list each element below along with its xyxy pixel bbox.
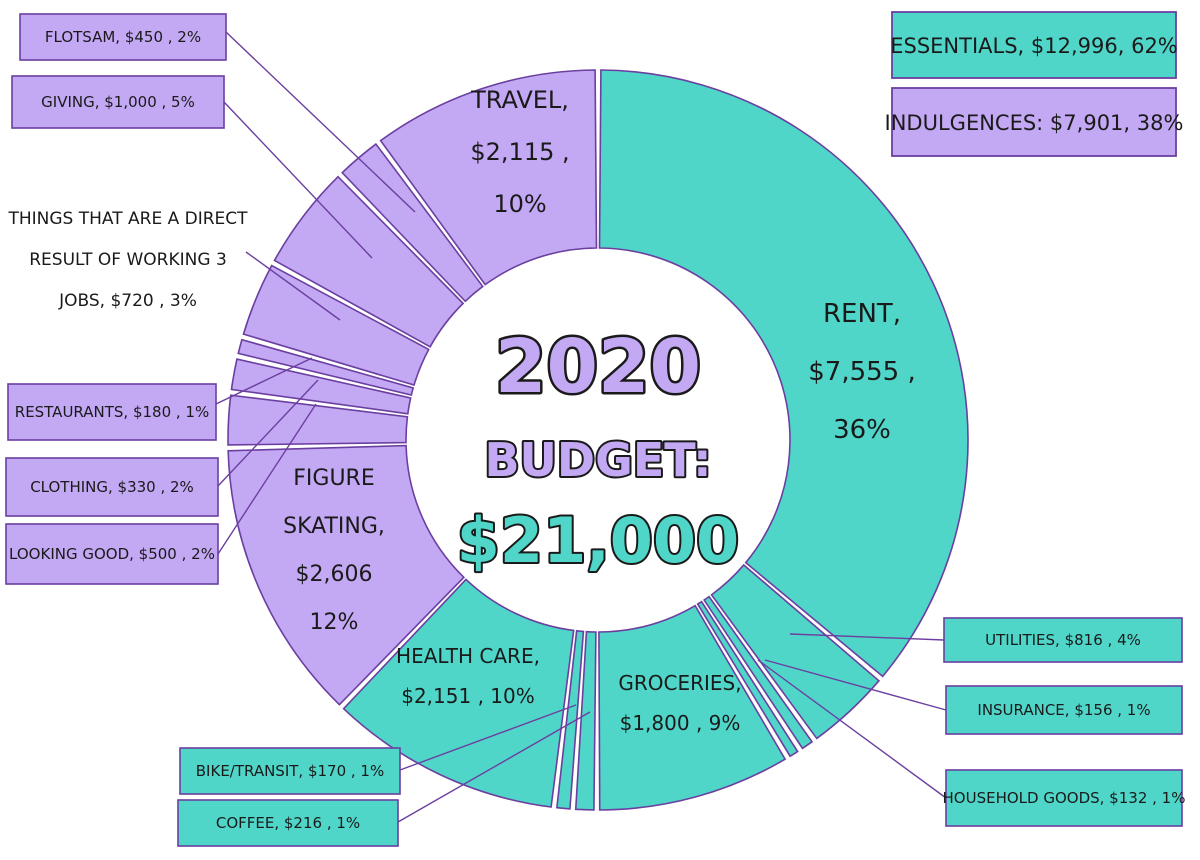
slice-label-groceries: GROCERIES, $1,800 , 9% <box>618 671 741 735</box>
summary-box-essentials <box>891 11 1177 79</box>
center-title: 2020 BUDGET: $21,000 <box>455 322 741 580</box>
leader-line-clothing <box>217 379 319 487</box>
summary-text-indulgences: INDULGENCES: $7,901, 38% <box>885 111 1184 135</box>
slice-label-figure-skating: FIGURE SKATING, $2,606 12% <box>283 466 385 635</box>
center-title-amount: $21,000 <box>457 504 739 577</box>
label-text-looking-good: LOOKING GOOD, $500 , 2% <box>9 545 215 563</box>
label-text-household-goods: HOUSEHOLD GOODS, $132 , 1% <box>943 789 1186 807</box>
label-text-bike-transit: BIKE/TRANSIT, $170 , 1% <box>196 762 384 780</box>
label-text-giving: GIVING, $1,000 , 5% <box>41 93 195 111</box>
leader-line-insurance <box>764 659 947 711</box>
center-title-budget: BUDGET: <box>484 433 711 487</box>
slice-bike-transit <box>555 629 585 810</box>
label-box-giving <box>11 75 225 129</box>
label-box-restaurants <box>7 383 217 441</box>
slice-restaurants <box>237 338 415 397</box>
label-text-working-3-jobs: THINGS THAT ARE A DIRECT RESULT OF WORKIN… <box>7 209 248 311</box>
label-text-clothing: CLOTHING, $330 , 2% <box>30 478 194 496</box>
slice-things-that-are-a-direct-result-of-working-3-jobs <box>242 264 430 387</box>
label-box-clothing <box>5 457 219 517</box>
label-box-insurance <box>945 685 1183 735</box>
label-box-looking-good <box>5 523 219 585</box>
summary-box-indulgences <box>891 87 1177 157</box>
leader-line-working-3-jobs <box>245 251 341 321</box>
label-box-flotsam <box>19 13 227 61</box>
leader-line-looking-good <box>217 403 317 555</box>
slice-groceries <box>598 604 787 811</box>
slice-looking-good <box>227 394 409 446</box>
center-title-year: 2020 <box>495 324 701 410</box>
label-box-utilities <box>943 617 1183 663</box>
leader-line-utilities <box>789 633 945 641</box>
label-text-flotsam: FLOTSAM, $450 , 2% <box>45 28 201 46</box>
leader-line-bike-transit <box>399 704 577 771</box>
leader-line-flotsam <box>225 31 416 213</box>
leader-line-giving <box>223 101 373 259</box>
leader-line-coffee <box>397 711 591 823</box>
slice-household-goods <box>696 600 799 758</box>
slice-flotsam <box>341 142 484 303</box>
slice-insurance <box>703 595 814 750</box>
label-text-insurance: INSURANCE, $156 , 1% <box>977 701 1150 719</box>
slice-clothing <box>230 358 412 415</box>
label-text-restaurants: RESTAURANTS, $180 , 1% <box>15 403 209 421</box>
label-text-utilities: UTILITIES, $816 , 4% <box>985 631 1141 649</box>
slice-label-travel: TRAVEL, $2,115 , 10% <box>470 86 570 218</box>
summary-text-essentials: ESSENTIALS, $12,996, 62% <box>890 34 1178 58</box>
slices-layer <box>227 69 969 811</box>
label-box-household-goods <box>945 769 1183 827</box>
leader-line-household-goods <box>757 659 947 799</box>
label-box-bike-transit <box>179 747 401 795</box>
slice-giving <box>273 175 465 348</box>
slice-label-health-care: HEALTH CARE, $2,151 , 10% <box>396 644 540 708</box>
leader-line-restaurants <box>215 357 313 405</box>
slice-utilities <box>710 563 881 740</box>
slice-rent <box>598 69 969 678</box>
slice-travel <box>379 69 598 286</box>
leader-lines <box>215 31 947 823</box>
slice-label-rent: RENT, $7,555 , 36% <box>808 299 916 445</box>
label-box-coffee <box>177 799 399 847</box>
slice-health-care <box>342 578 575 808</box>
slice-coffee <box>574 630 597 811</box>
label-text-coffee: COFFEE, $216 , 1% <box>216 814 360 832</box>
labels-layer: RENT, $7,555 , 36% GROCERIES, $1,800 , 9% HEA… <box>5 13 1186 847</box>
slice-figure-skating <box>227 444 465 706</box>
summary-legend: ESSENTIALS, $12,996, 62% INDULGENCES: $7,… <box>885 11 1184 157</box>
